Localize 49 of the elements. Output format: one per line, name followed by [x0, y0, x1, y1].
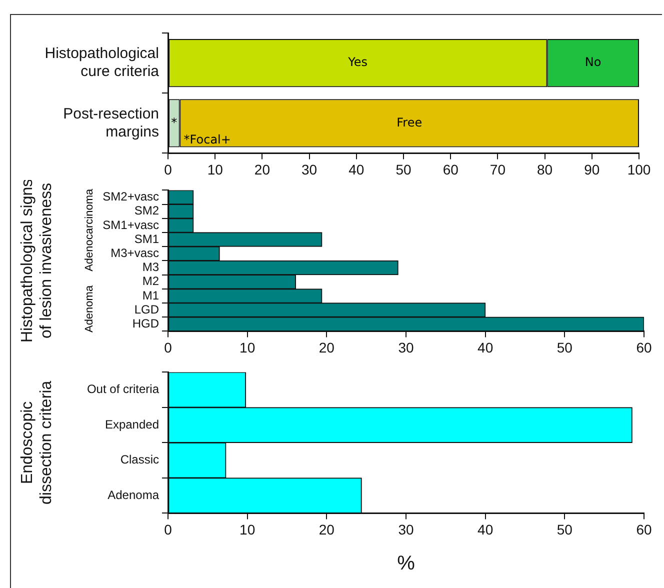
y-tick-label: M2: [142, 274, 160, 288]
y-tick-label: M3+vasc: [110, 246, 159, 260]
x-tick-label: 0: [164, 521, 172, 538]
y-tick-label: HGD: [132, 316, 160, 330]
x-tick-label: 0: [164, 161, 172, 178]
y-tick-label: SM1: [134, 232, 160, 246]
y-tick-label: Classic: [120, 452, 159, 467]
x-tick-label: 20: [254, 161, 270, 178]
x-tick-label: 50: [396, 161, 412, 178]
x-tick-label: 10: [207, 161, 224, 178]
y-tick-label: M1: [142, 288, 160, 302]
annotation: *Focal+: [184, 132, 231, 146]
y-tick-label: SM2: [134, 204, 160, 218]
x-tick-label: 60: [636, 339, 652, 356]
x-tick-label: 50: [556, 521, 573, 538]
y-tick-label: SM1+vasc: [102, 218, 159, 232]
x-tick-label: 60: [636, 521, 652, 538]
y-tick-label: SM2+vasc: [102, 190, 159, 204]
x-tick-label: 80: [537, 161, 553, 178]
y-tick-label: Expanded: [104, 417, 159, 432]
x-tick-label: 50: [556, 339, 573, 356]
x-tick-label: 70: [490, 161, 506, 178]
text: Adenocarcinoma: [84, 188, 96, 272]
x-tick-label: 40: [348, 161, 364, 178]
x-tick-label: 40: [478, 521, 494, 538]
y-tick-label: Adenoma: [108, 488, 160, 502]
x-tick-label: 90: [584, 161, 600, 178]
y-axis-title: Endoscopic dissection criteria: [19, 380, 56, 505]
data-label: Free: [396, 115, 422, 130]
x-tick-label: 100: [627, 161, 651, 178]
data-label: *: [171, 115, 178, 130]
y-tick-label: Out of criteria: [86, 382, 160, 396]
x-tick-label: 20: [318, 521, 335, 538]
x-tick-label: 10: [240, 521, 256, 538]
x-axis-title: %: [397, 552, 416, 575]
x-tick-label: 0: [164, 339, 172, 356]
x-tick-label: 30: [398, 521, 414, 538]
x-tick-label: 30: [398, 339, 414, 356]
x-tick-label: 10: [240, 339, 256, 356]
y-tick-label: Post-resection margins: [63, 105, 159, 140]
x-tick-label: 40: [478, 339, 494, 356]
x-tick-label: 30: [302, 161, 318, 178]
data-label: Yes: [347, 55, 368, 70]
data-label: No: [584, 55, 602, 70]
x-tick-label: 60: [442, 161, 459, 178]
y-tick-label: LGD: [134, 302, 160, 316]
x-tick-label: 20: [318, 339, 335, 356]
y-tick-label: M3: [142, 260, 160, 274]
y-tick-label: Histopathological cure criteria: [44, 45, 160, 80]
